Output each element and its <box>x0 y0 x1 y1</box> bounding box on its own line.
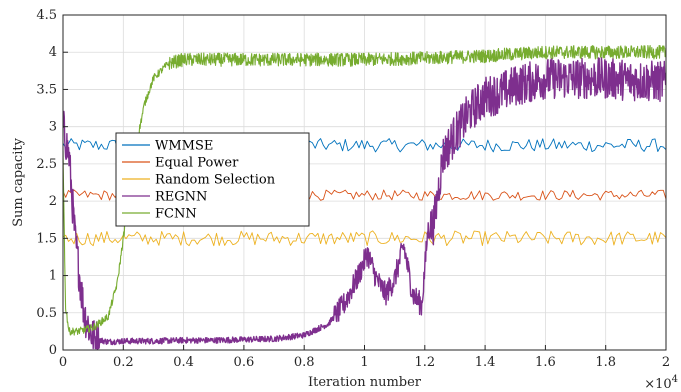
x-tick-label: 2 <box>662 355 670 370</box>
legend-entry: Random Selection <box>155 173 276 188</box>
x-tick-label: 1.4 <box>475 355 496 370</box>
y-tick-label: 2.5 <box>36 157 57 172</box>
x-tick-label: 0.4 <box>173 355 194 370</box>
y-tick-label: 3 <box>49 120 57 135</box>
legend: WMMSE Equal Power Random Selection REGNN FCN… <box>115 132 310 227</box>
x-tick-label: 0.2 <box>113 355 134 370</box>
x-axis-multiplier-exponent: 4 <box>672 374 678 385</box>
x-tick-label: 0 <box>59 355 67 370</box>
y-tick-label: 1 <box>49 269 57 284</box>
legend-entry: WMMSE <box>155 139 213 154</box>
x-tick-label: 0.8 <box>294 355 315 370</box>
x-axis-multiplier-base: ×10 <box>644 377 671 392</box>
y-axis-ticks: 0 0.5 1 1.5 2 2.5 3 3.5 4 4.5 <box>36 8 68 358</box>
legend-entry: REGNN <box>155 190 207 205</box>
y-tick-label: 2 <box>49 194 57 209</box>
y-tick-label: 4.5 <box>36 8 57 23</box>
x-tick-label: 1.6 <box>535 355 556 370</box>
y-tick-label: 4 <box>49 45 57 60</box>
y-tick-label: 3.5 <box>36 82 57 97</box>
legend-entry: Equal Power <box>155 156 239 171</box>
x-axis-ticks: 0 0.2 0.4 0.6 0.8 1 1.2 1.4 1.6 1.8 2 <box>59 345 670 370</box>
series-line-fcnn <box>63 44 666 336</box>
x-tick-label: 1.2 <box>414 355 435 370</box>
y-axis-label: Sum capacity <box>11 137 26 227</box>
series-line-regnn <box>63 56 666 350</box>
x-axis-multiplier: ×104 <box>644 374 678 392</box>
y-tick-label: 0 <box>49 343 57 358</box>
x-tick-label: 0.6 <box>234 355 255 370</box>
series-line-random-selection <box>63 230 666 247</box>
y-tick-label: 0.5 <box>36 306 57 321</box>
x-axis-label: Iteration number <box>308 375 422 390</box>
legend-entry: FCNN <box>155 207 197 222</box>
x-tick-label: 1.8 <box>595 355 616 370</box>
x-tick-label: 1 <box>360 355 368 370</box>
y-tick-label: 1.5 <box>36 231 57 246</box>
